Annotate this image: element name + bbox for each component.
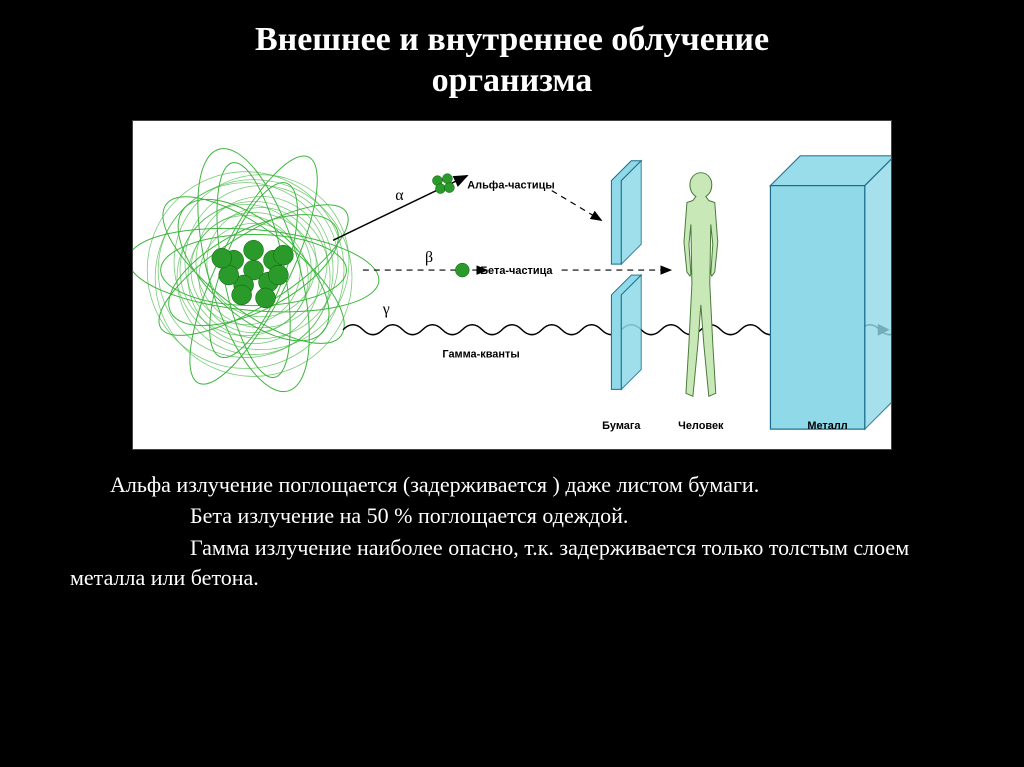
alpha-ray: α Альфа-частицы [333, 173, 601, 240]
paragraph-gamma: Гамма излучение наиболее опасно, т.к. за… [70, 533, 954, 592]
body-text: Альфа излучение поглощается (задерживает… [40, 470, 984, 593]
svg-text:Человек: Человек [678, 420, 724, 432]
slide: Внешнее и внутреннее облучение организма… [0, 0, 1024, 767]
slide-title: Внешнее и внутреннее облучение организма [40, 20, 984, 102]
svg-text:Бета-частица: Бета-частица [480, 265, 553, 277]
atom-source [133, 136, 382, 403]
svg-text:β: β [425, 249, 433, 266]
title-line-1: Внешнее и внутреннее облучение [255, 21, 769, 58]
svg-text:α: α [395, 187, 403, 204]
paragraph-beta: Бета излучение на 50 % поглощается одежд… [70, 501, 954, 531]
human-figure [684, 172, 718, 396]
paragraph-alpha: Альфа излучение поглощается (задерживает… [70, 470, 954, 500]
metal-barrier [770, 155, 891, 428]
svg-text:γ: γ [382, 300, 390, 317]
svg-text:Бумага: Бумага [602, 420, 641, 432]
diagram-svg: α Альфа-частицы β Бета-частица γ Гамма-к… [133, 121, 891, 449]
radiation-diagram: α Альфа-частицы β Бета-частица γ Гамма-к… [132, 120, 892, 450]
svg-text:Металл: Металл [807, 420, 847, 432]
svg-text:Гамма-кванты: Гамма-кванты [442, 348, 519, 360]
svg-text:Альфа-частицы: Альфа-частицы [467, 179, 554, 191]
title-line-2: организма [432, 62, 593, 99]
paper-barrier [611, 160, 641, 389]
